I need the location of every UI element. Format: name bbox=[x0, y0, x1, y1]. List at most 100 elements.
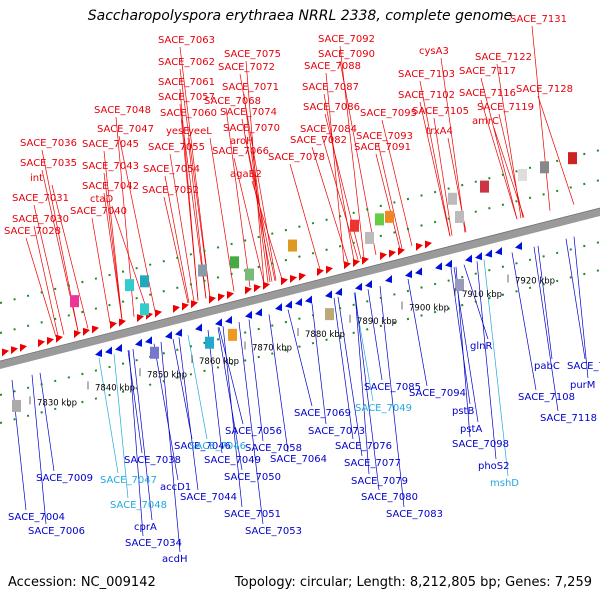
reverse-leader-line bbox=[354, 292, 380, 491]
forward-gene-arrow bbox=[191, 300, 198, 309]
reverse-leader-line bbox=[333, 297, 354, 440]
reverse-leader-line bbox=[31, 374, 47, 525]
forward-gene-arrow bbox=[245, 286, 252, 295]
forward-gene-arrow bbox=[380, 252, 387, 261]
reverse-leader-line bbox=[337, 296, 363, 457]
reverse-gene-label: SACE_7038 bbox=[124, 455, 181, 466]
feature-block bbox=[540, 161, 549, 174]
forward-gene-label: SACE_7066 bbox=[212, 146, 269, 157]
forward-gene-label: SACE_7105 bbox=[412, 106, 469, 117]
feature-block bbox=[568, 152, 577, 165]
reverse-leader-line bbox=[160, 341, 181, 553]
forward-leader-line bbox=[321, 135, 359, 260]
forward-gene-label: SACE_7035 bbox=[20, 158, 77, 169]
forward-leader-line bbox=[375, 153, 401, 250]
forward-gene-label: SACE_7060 bbox=[160, 108, 217, 119]
forward-leader-line bbox=[169, 153, 195, 302]
forward-gene-arrow bbox=[317, 268, 324, 277]
forward-gene-label: ctaD bbox=[90, 194, 114, 205]
forward-gene-arrow bbox=[110, 320, 117, 329]
forward-gene-label: SACE_7061 bbox=[158, 77, 215, 88]
reverse-leader-line bbox=[222, 326, 243, 508]
forward-gene-label: cysA3 bbox=[419, 46, 449, 57]
gene-labels: SACE_7131SACE_7092SACE_7063SACE_7090SACE… bbox=[4, 14, 600, 565]
forward-leader-line bbox=[289, 163, 321, 270]
reverse-leader-line bbox=[207, 329, 223, 454]
forward-leader-line bbox=[324, 113, 362, 260]
feature-block bbox=[288, 239, 297, 252]
reverse-gene-label: SACE_7056 bbox=[225, 426, 282, 437]
kbp-tick-label: 7880 kbp bbox=[305, 330, 345, 340]
reverse-leader-line bbox=[407, 278, 428, 387]
backbone-edge bbox=[0, 207, 600, 362]
reverse-gene-arrow bbox=[145, 336, 152, 345]
forward-gene-arrow bbox=[353, 258, 360, 267]
genome-summary-text: Topology: circular; Length: 8,212,805 bp… bbox=[234, 575, 592, 590]
reverse-leader-line bbox=[217, 327, 243, 471]
reverse-gene-label: SACE_7121 bbox=[567, 361, 600, 372]
forward-leader-line bbox=[103, 172, 123, 320]
forward-gene-arrow bbox=[344, 261, 351, 270]
forward-gene-arrow bbox=[182, 302, 189, 311]
forward-leader-line bbox=[51, 184, 89, 329]
reverse-gene-arrow bbox=[275, 303, 282, 312]
reverse-leader-line bbox=[248, 319, 264, 442]
genome-tracks: 7830 kbp 7840 kbp 7850 kbp 7860 kbp 7870 kbp… bbox=[0, 149, 600, 424]
feature-block bbox=[365, 231, 374, 244]
feature-block bbox=[198, 264, 207, 277]
reverse-gene-arrow bbox=[165, 331, 172, 340]
feature-block bbox=[12, 399, 21, 412]
forward-gene-arrow bbox=[326, 265, 333, 274]
feature-block bbox=[455, 210, 464, 223]
forward-gene-arrow bbox=[398, 247, 405, 256]
forward-gene-label: SACE_7031 bbox=[12, 193, 69, 204]
forward-gene-label: SACE_7117 bbox=[459, 66, 516, 77]
forward-gene-label: SACE_7103 bbox=[398, 69, 455, 80]
reverse-gene-label: SACE_7108 bbox=[518, 392, 575, 403]
reverse-gene-arrow bbox=[305, 295, 312, 304]
reverse-gene-arrow bbox=[285, 300, 292, 309]
forward-gene-label: SACE_7045 bbox=[82, 139, 139, 150]
reverse-leader-line bbox=[287, 309, 313, 407]
reverse-gene-arrow bbox=[335, 287, 342, 296]
forward-leader-line bbox=[111, 205, 149, 314]
reverse-gene-label: SACE_7069 bbox=[294, 408, 351, 419]
reverse-gene-label: SACE_7085 bbox=[364, 382, 421, 393]
reverse-gene-label: pstB bbox=[452, 406, 474, 417]
reverse-gene-arrow bbox=[245, 310, 252, 319]
forward-gene-arrow bbox=[290, 275, 297, 284]
reverse-gene-arrow bbox=[175, 328, 182, 337]
forward-gene-label: SACE_7068 bbox=[204, 96, 261, 107]
forward-gene-arrow bbox=[47, 337, 54, 346]
reverse-leader-line bbox=[178, 337, 199, 491]
forward-gene-label: SACE_7063 bbox=[158, 35, 215, 46]
reverse-gene-arrow bbox=[325, 290, 332, 299]
forward-gene-arrow bbox=[209, 295, 216, 304]
reverse-gene-arrow bbox=[435, 262, 442, 271]
forward-leader-line bbox=[419, 101, 451, 237]
track-dotted-line bbox=[0, 149, 600, 304]
reverse-gene-label: SACE_7048 bbox=[110, 500, 167, 511]
forward-gene-label: SACE_7082 bbox=[290, 135, 347, 146]
reverse-gene-label: SACE_7053 bbox=[245, 526, 302, 537]
forward-gene-label: SACE_7091 bbox=[354, 142, 411, 153]
forward-leader-line bbox=[433, 117, 453, 236]
feature-block bbox=[480, 180, 489, 193]
forward-gene-arrow bbox=[362, 256, 369, 265]
reverse-leader-line bbox=[98, 357, 119, 474]
forward-leader-line bbox=[440, 57, 466, 233]
forward-leader-line bbox=[91, 217, 111, 324]
forward-gene-label: SACE_7055 bbox=[148, 142, 205, 153]
forward-gene-label: SACE_7048 bbox=[94, 105, 151, 116]
forward-gene-arrow bbox=[38, 339, 45, 348]
kbp-tick-label: 7870 kbp bbox=[252, 344, 292, 354]
reverse-gene-arrow bbox=[515, 241, 522, 250]
forward-gene-arrow bbox=[2, 348, 9, 357]
reverse-gene-arrow bbox=[415, 267, 422, 276]
forward-gene-arrow bbox=[425, 240, 432, 249]
kbp-tick-label: 7850 kbp bbox=[147, 370, 187, 380]
forward-gene-label: SACE_7052 bbox=[142, 185, 199, 196]
forward-gene-label: SACE_7078 bbox=[268, 152, 325, 163]
reverse-leader-line bbox=[172, 338, 193, 440]
